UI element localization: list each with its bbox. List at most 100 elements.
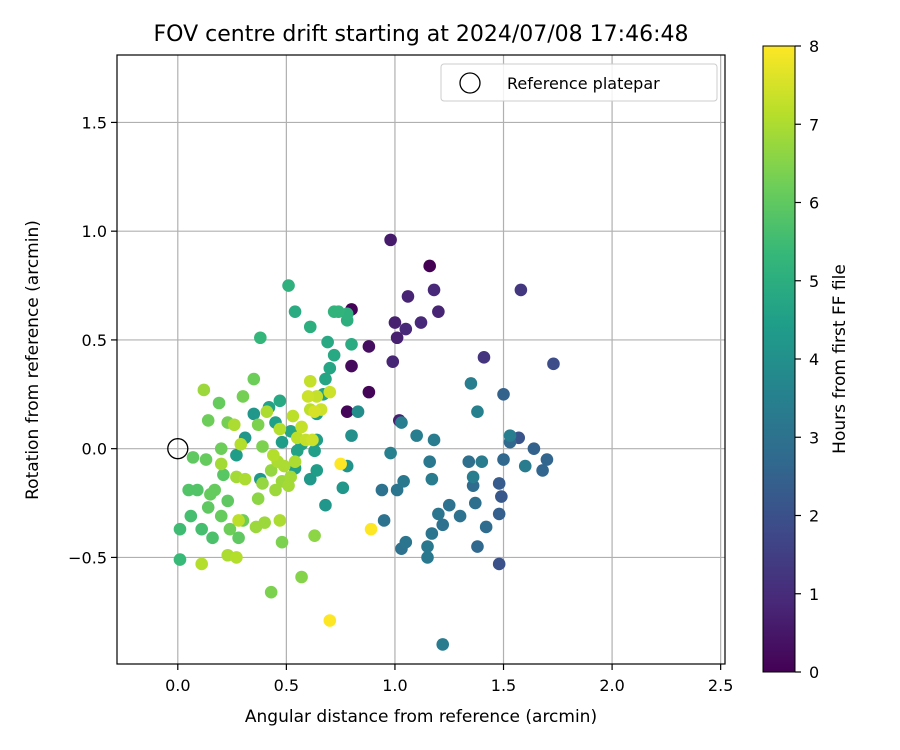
- x-tick-label: 0.5: [274, 676, 299, 695]
- data-point: [254, 331, 267, 345]
- data-point: [425, 472, 439, 486]
- x-tick-label: 0.0: [165, 676, 190, 695]
- data-point: [308, 444, 321, 458]
- data-point: [306, 433, 319, 447]
- data-point: [384, 446, 397, 460]
- data-point: [503, 429, 517, 442]
- colorbar-tick-label: 0: [809, 663, 819, 682]
- y-tick-label: 1.0: [82, 222, 107, 241]
- data-point: [468, 496, 482, 510]
- data-point: [323, 614, 337, 627]
- x-tick-label: 1.5: [491, 676, 516, 695]
- data-point: [397, 475, 410, 488]
- data-point: [260, 405, 274, 419]
- colorbar-tick-label: 7: [809, 115, 819, 134]
- data-point: [442, 498, 456, 512]
- reference-marker-layer: [167, 438, 189, 460]
- data-point: [327, 348, 341, 362]
- colorbar-tick-label: 3: [809, 428, 819, 447]
- data-point: [186, 451, 200, 464]
- data-point: [395, 416, 408, 429]
- legend-marker-icon: [459, 72, 481, 94]
- colorbar-tick-label: 5: [809, 272, 819, 291]
- data-point: [453, 509, 467, 523]
- data-point: [303, 320, 317, 334]
- data-point: [247, 407, 261, 421]
- data-point: [432, 507, 445, 521]
- colorbar-tick-label: 2: [809, 507, 819, 526]
- data-point: [264, 464, 278, 477]
- data-point: [547, 357, 560, 371]
- data-point: [284, 470, 298, 484]
- data-point: [282, 279, 295, 292]
- data-point: [319, 372, 332, 386]
- data-point: [345, 337, 358, 351]
- data-point: [232, 531, 245, 545]
- x-axis-ticks: 0.0 0.5 1.0 1.5 2.0 2.5: [165, 664, 733, 695]
- y-axis-ticks: −0.5 0.0 0.5 1.0 1.5: [68, 113, 117, 567]
- data-point: [527, 442, 541, 455]
- data-point: [295, 570, 308, 584]
- data-point: [514, 283, 528, 297]
- data-point: [477, 351, 491, 364]
- data-point: [427, 283, 441, 297]
- x-axis-label: Angular distance from reference (arcmin): [245, 707, 597, 727]
- data-point: [540, 453, 554, 466]
- data-point: [345, 429, 358, 442]
- data-point: [201, 414, 215, 427]
- colorbar-tick-label: 6: [809, 194, 819, 213]
- data-points: [173, 233, 560, 651]
- data-point: [492, 477, 506, 490]
- data-point: [295, 420, 308, 434]
- data-point: [234, 438, 248, 451]
- data-point: [471, 540, 484, 553]
- data-point: [256, 477, 269, 490]
- data-point: [423, 259, 436, 273]
- data-point: [214, 509, 228, 523]
- colorbar-tick-label: 8: [809, 37, 819, 56]
- data-point: [275, 435, 289, 449]
- data-point: [173, 522, 187, 536]
- data-point: [214, 442, 228, 455]
- legend-box: [440, 63, 718, 102]
- data-point: [264, 585, 278, 599]
- data-point: [495, 490, 508, 503]
- data-point: [321, 335, 334, 349]
- data-point: [290, 444, 304, 458]
- y-tick-label: 0.0: [82, 440, 107, 459]
- plot-frame: [116, 54, 726, 665]
- data-point: [195, 557, 208, 571]
- data-point: [425, 527, 439, 540]
- data-point: [238, 472, 252, 486]
- data-point: [497, 388, 510, 401]
- grid-lines: [117, 55, 725, 664]
- data-point: [340, 405, 354, 419]
- data-point: [466, 470, 480, 484]
- data-point: [301, 390, 315, 403]
- data-point: [399, 535, 413, 549]
- data-point: [399, 322, 413, 336]
- colorbar-ticks: 0 1 2 3 4 5 6 7 8: [795, 37, 819, 682]
- data-point: [475, 455, 489, 469]
- data-point: [364, 522, 378, 536]
- colorbar-label: Hours from first FF file: [830, 264, 850, 454]
- data-point: [195, 522, 208, 536]
- x-tick-label: 2.5: [708, 676, 733, 695]
- data-point: [310, 390, 324, 403]
- data-point: [362, 340, 376, 353]
- y-tick-label: −0.5: [68, 548, 107, 567]
- data-point: [303, 374, 317, 388]
- data-point: [217, 468, 230, 482]
- legend-label: Reference platepar: [507, 74, 660, 93]
- data-point: [273, 394, 287, 408]
- chart-title: FOV centre drift starting at 2024/07/08 …: [154, 22, 689, 47]
- data-point: [199, 453, 213, 466]
- y-axis-label: Rotation from reference (arcmin): [23, 220, 43, 500]
- data-point: [421, 540, 434, 553]
- data-point: [251, 418, 265, 432]
- data-point: [462, 455, 476, 469]
- data-point: [323, 385, 337, 399]
- colorbar: [762, 45, 796, 673]
- data-point: [236, 390, 250, 403]
